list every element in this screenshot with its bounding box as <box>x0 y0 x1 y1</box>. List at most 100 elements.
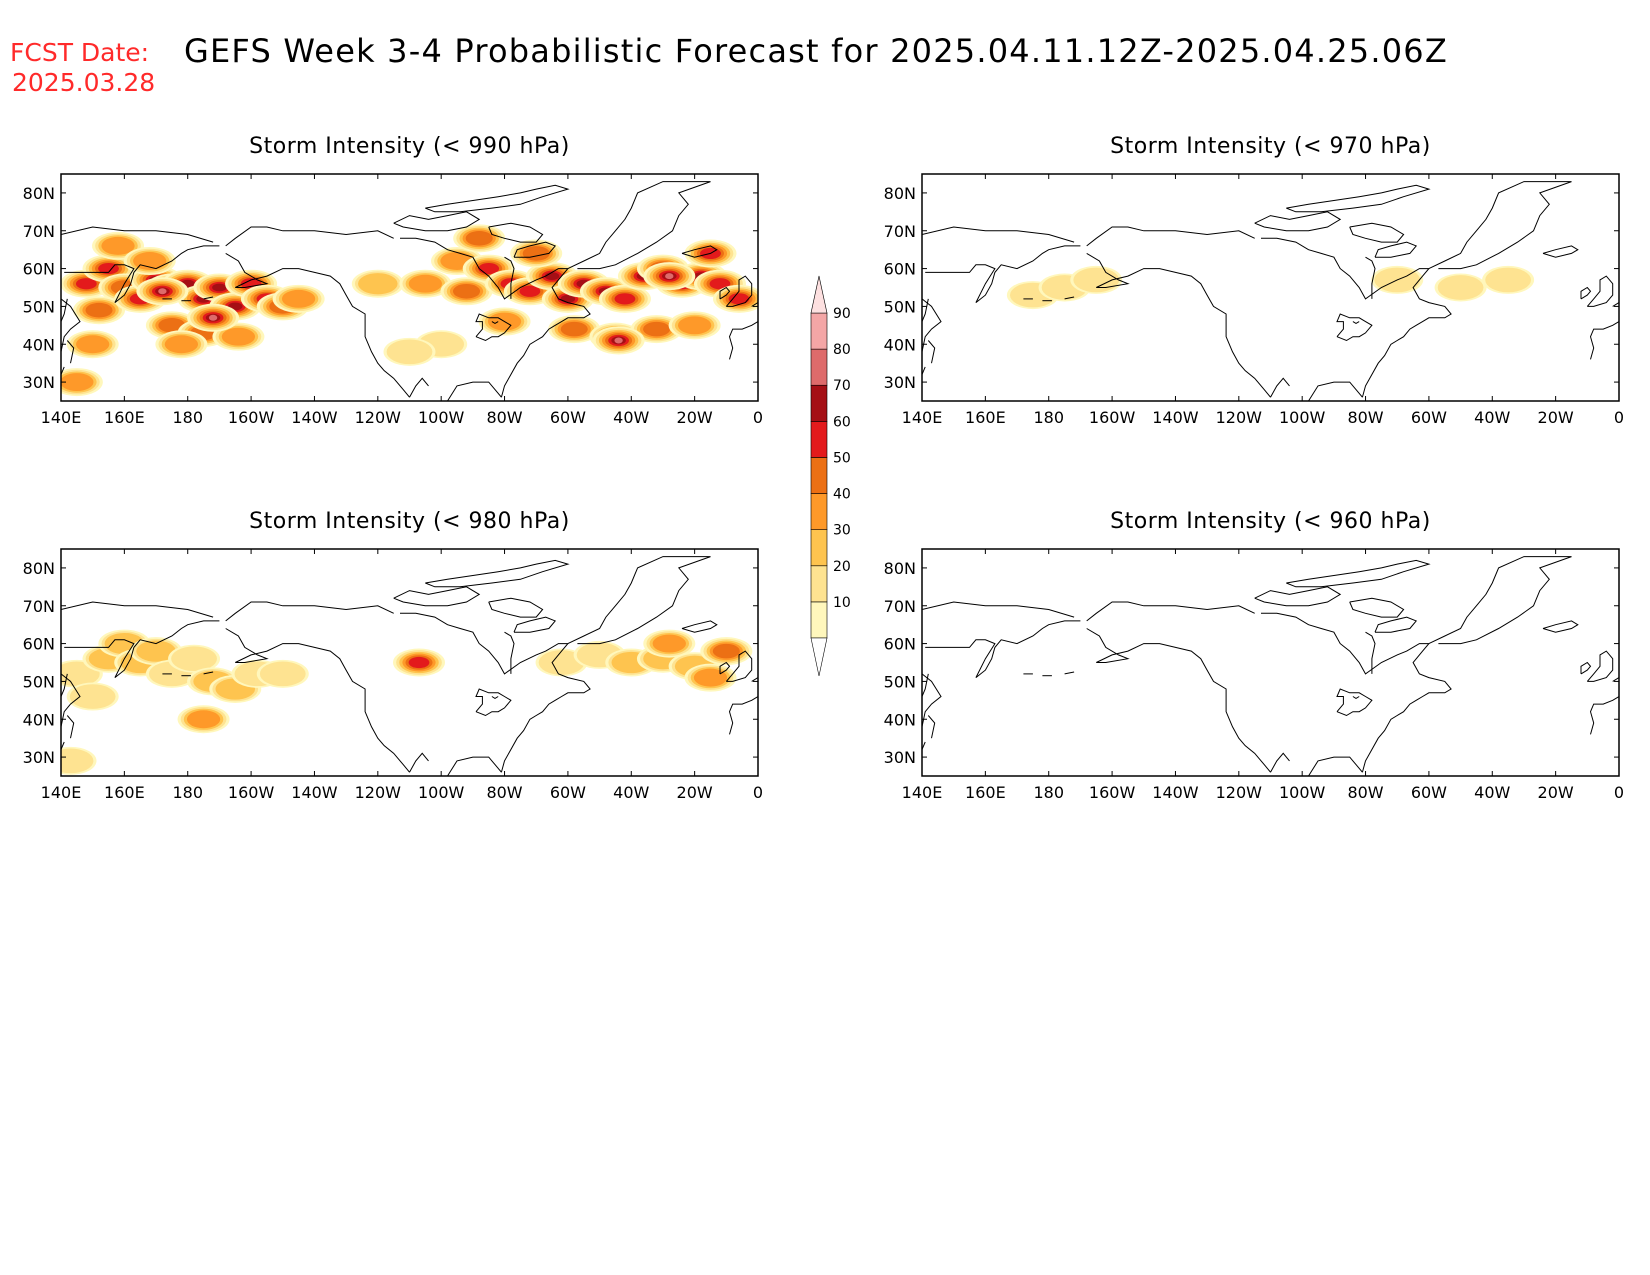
colorbar-segment <box>810 421 828 458</box>
lon-tick-label: 140W <box>291 408 338 427</box>
probability-field <box>61 629 753 775</box>
coastline <box>66 715 75 739</box>
probability-contour <box>538 650 585 675</box>
colorbar-segment <box>810 493 828 530</box>
lat-tick-label: 30N <box>23 748 55 767</box>
probability-contour <box>544 272 560 281</box>
lat-tick-label: 30N <box>884 748 916 767</box>
coastline <box>728 321 758 360</box>
coastline <box>1270 377 1290 398</box>
lon-tick-label: 100W <box>1279 783 1326 802</box>
coastline <box>1308 756 1363 776</box>
colorbar-segment <box>810 348 828 386</box>
coastline <box>488 222 544 243</box>
lat-tick-label: 60N <box>884 635 916 654</box>
lon-tick-label: 180 <box>1033 783 1064 802</box>
colorbar-segment <box>810 601 828 639</box>
coastline <box>1086 601 1255 622</box>
coastline <box>922 673 942 727</box>
coastline <box>927 340 936 364</box>
lat-tick-label: 80N <box>23 559 55 578</box>
lon-tick-label: 0 <box>753 408 763 427</box>
lat-tick-label: 80N <box>23 184 55 203</box>
probability-contour <box>465 231 493 246</box>
coastline <box>1336 688 1373 717</box>
probability-contour <box>519 285 541 297</box>
coastline <box>1349 222 1405 243</box>
lat-tick-label: 70N <box>884 222 916 241</box>
coastline <box>64 620 220 678</box>
lon-tick-label: 20W <box>677 408 713 427</box>
coastline <box>1352 696 1360 699</box>
coastline <box>922 673 929 697</box>
lon-tick-label: 180 <box>1033 408 1064 427</box>
coastline <box>400 237 591 398</box>
coastline <box>719 661 731 675</box>
coastline <box>1254 586 1342 607</box>
lat-tick-label: 80N <box>884 184 916 203</box>
coastline <box>922 298 929 322</box>
probability-contour <box>453 284 481 299</box>
lon-tick-label: 20W <box>677 783 713 802</box>
probability-contour <box>76 335 110 354</box>
lat-tick-label: 40N <box>23 710 55 729</box>
probability-field <box>1006 265 1535 310</box>
coastline <box>475 313 512 342</box>
coastline <box>1580 661 1592 675</box>
probability-contour <box>1437 275 1484 300</box>
lat-tick-label: 80N <box>884 559 916 578</box>
lon-tick-label: 140E <box>41 783 82 802</box>
probability-contour <box>358 273 398 295</box>
lon-tick-label: 80W <box>1347 783 1383 802</box>
lat-tick-label: 30N <box>23 373 55 392</box>
forecast-date-value: 2025.03.28 <box>12 68 156 97</box>
colorbar-segment <box>810 384 828 422</box>
coastlines <box>922 181 1619 401</box>
colorbar-label: 40 <box>833 487 851 503</box>
coastline <box>1542 245 1579 258</box>
coastline <box>925 245 1081 303</box>
coastline <box>922 226 1075 243</box>
coastline <box>1270 752 1290 773</box>
coastline <box>61 298 68 322</box>
panel-title: Storm Intensity (< 960 hPa) <box>1110 509 1431 534</box>
probability-contour <box>136 640 176 662</box>
coastline <box>1086 226 1255 247</box>
coastline <box>64 245 220 303</box>
probability-contour <box>677 316 712 335</box>
coastline <box>203 671 214 675</box>
lon-tick-label: 160W <box>1089 783 1136 802</box>
probability-contour <box>69 684 116 709</box>
coastline <box>1589 696 1619 735</box>
coastline <box>567 556 711 645</box>
coastlines <box>922 556 1619 776</box>
probability-contour <box>712 643 740 659</box>
coastline <box>225 628 410 773</box>
coastline <box>447 381 502 401</box>
lat-tick-label: 50N <box>884 297 916 316</box>
coastline <box>61 673 81 727</box>
lon-tick-label: 60W <box>1411 783 1447 802</box>
lat-tick-label: 40N <box>884 335 916 354</box>
coastline <box>719 286 731 300</box>
coastline <box>1542 620 1579 633</box>
lon-tick-label: 160E <box>104 783 145 802</box>
map-frame <box>921 173 1620 402</box>
coastline <box>1086 628 1271 773</box>
colorbar-label: 50 <box>833 450 851 466</box>
map-panel: Storm Intensity (< 970 hPa) 140E 160E 180 16… <box>884 134 1624 427</box>
probability-contour <box>386 339 433 365</box>
coastline <box>225 252 410 398</box>
coastline <box>751 302 758 307</box>
coastline <box>1254 211 1342 232</box>
lon-tick-label: 160W <box>228 783 275 802</box>
colorbar-segment <box>810 529 828 567</box>
coastline <box>400 612 591 773</box>
coastline <box>725 650 753 682</box>
coastline <box>1261 612 1452 773</box>
lon-tick-label: 140E <box>902 783 943 802</box>
coastline <box>425 559 570 588</box>
probability-contour <box>522 246 550 261</box>
probability-contour <box>1485 267 1531 293</box>
